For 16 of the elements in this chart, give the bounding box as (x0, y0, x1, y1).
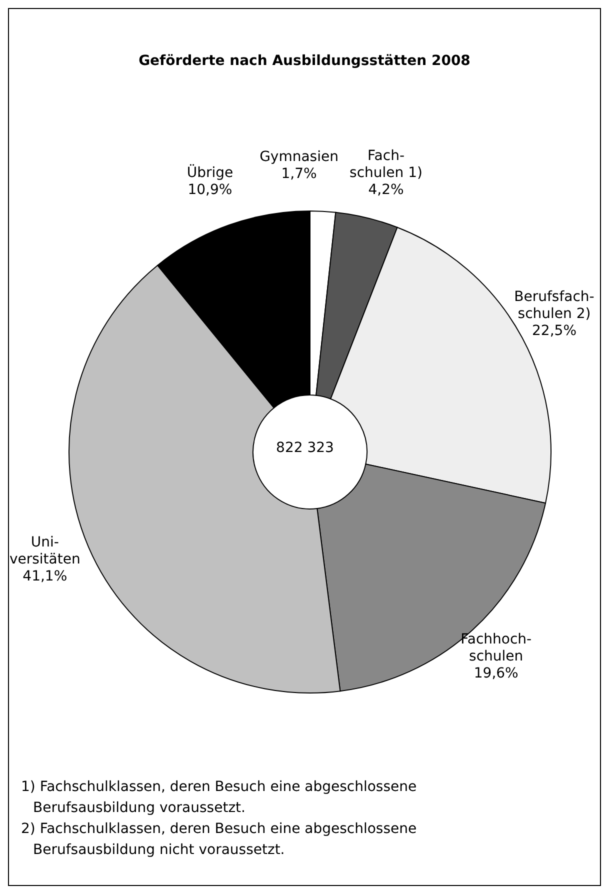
data-label: 22,5% (532, 323, 577, 340)
slice-label: Übrige (186, 164, 234, 181)
text: 1) Fachschulklassen, deren Besuch eine abgeschlossene Berufsausbildung voraussetzt. (21, 778, 418, 818)
slice-label: Fach- schulen 1) (350, 148, 422, 182)
slice-label: Gymnasien (260, 148, 338, 165)
data-label: 4,2% (368, 182, 404, 198)
slice-label: Berufsfach- schulen 2) (514, 289, 594, 322)
data-label: 1,7% (281, 166, 317, 182)
data-label: 41,1% (22, 568, 68, 585)
slice-label: Uni- versitäten (9, 534, 80, 568)
data-label: 10,9% (188, 182, 232, 198)
text: 822 323 (276, 440, 334, 456)
text: 2) Fachschulklassen, deren Besuch eine abgeschlossene Berufsausbildung nicht voraussetzt. (21, 820, 418, 860)
chart-title: Geförderte nach Ausbildungsstätten 2008 (138, 53, 472, 69)
slice-label: Fachhoch- schulen (460, 632, 532, 665)
data-label: 19,6% (474, 666, 518, 682)
